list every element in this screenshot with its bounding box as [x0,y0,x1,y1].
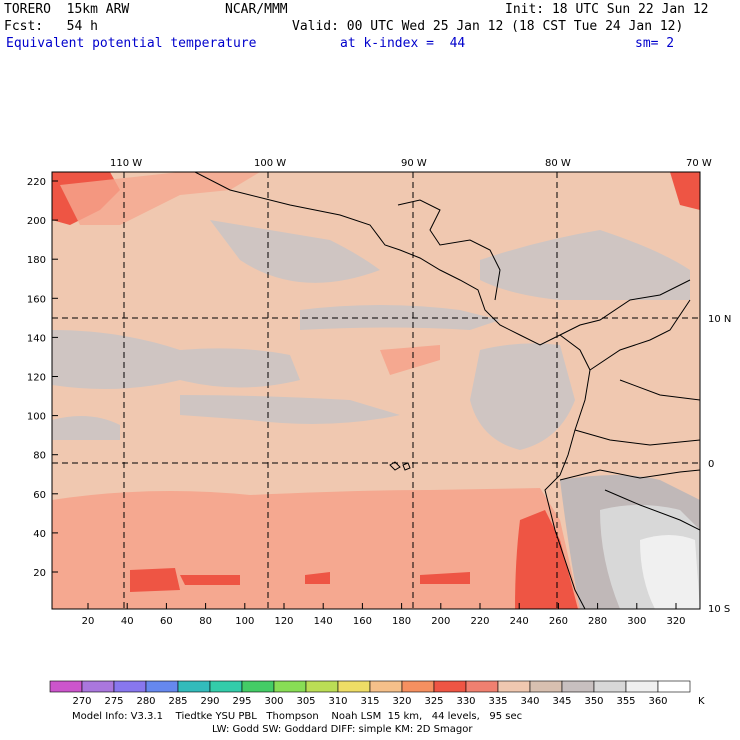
lat-label: 0 [708,459,714,470]
x-tick-label: 280 [588,616,607,627]
lon-label: 80 W [545,158,571,169]
y-tick-label: 60 [33,490,46,501]
lon-label: 70 W [686,158,712,169]
coastlines [194,172,700,609]
legend-swatch [465,680,499,693]
legend-swatch [337,680,371,693]
legend-swatch [177,680,211,693]
legend-level-label: 330 [456,696,475,707]
center-name: NCAR/MMM [225,2,288,17]
lat-label: 10 S [708,604,730,615]
init-time: Init: 18 UTC Sun 22 Jan 12 [505,2,709,17]
x-tick-label: 40 [121,616,134,627]
legend-level-label: 345 [552,696,571,707]
legend-level-label: 310 [328,696,347,707]
legend-level-label: 305 [296,696,315,707]
legend-swatch [529,680,563,693]
x-tick-label: 220 [470,616,489,627]
y-tick-label: 20 [33,568,46,579]
legend-level-label: 335 [488,696,507,707]
lon-label: 100 W [254,158,286,169]
legend-swatch [49,680,83,693]
forecast-hour: Fcst: 54 h [4,19,98,34]
legend-level-label: 315 [360,696,379,707]
y-tick-label: 180 [27,255,46,266]
x-tick-label: 20 [82,616,95,627]
legend-level-label: 320 [392,696,411,707]
legend-level-label: 285 [168,696,187,707]
legend-level-label: 340 [520,696,539,707]
legend-unit: K [698,696,705,707]
legend-swatch [657,680,691,693]
lon-label: 110 W [110,158,142,169]
x-tick-label: 60 [160,616,173,627]
model-title: TORERO 15km ARW [4,2,130,17]
x-tick-label: 300 [627,616,646,627]
legend-swatch [81,680,115,693]
model-info-line1: Model Info: V3.3.1 Tiedtke YSU PBL Thomp… [72,711,523,722]
field-name: Equivalent potential temperature [6,36,257,51]
legend-level-label: 290 [200,696,219,707]
x-tick-label: 180 [392,616,411,627]
graticule [52,172,700,609]
x-tick-label: 240 [510,616,529,627]
legend-level-label: 360 [648,696,667,707]
legend-level-label: 275 [104,696,123,707]
legend-level-label: 280 [136,696,155,707]
model-info-line2: LW: Godd SW: Goddard DIFF: simple KM: 2D… [212,724,473,735]
y-tick-label: 120 [27,373,46,384]
legend-level-label: 325 [424,696,443,707]
legend-swatch [433,680,467,693]
legend-swatch [625,680,659,693]
x-tick-label: 100 [235,616,254,627]
legend-swatch [401,680,435,693]
legend-level-label: 355 [616,696,635,707]
legend-swatch [369,680,403,693]
level-info: at k-index = 44 [340,36,466,51]
legend-swatch [113,680,147,693]
y-tick-label: 160 [27,294,46,305]
smoothing-info: sm= 2 [635,36,675,51]
legend-swatch [241,680,275,693]
legend-swatch [561,680,595,693]
field-shading [52,172,700,609]
x-tick-label: 140 [314,616,333,627]
y-tick-label: 220 [27,177,46,188]
y-tick-label: 100 [27,412,46,423]
legend-swatch [305,680,339,693]
x-tick-label: 160 [353,616,372,627]
legend-swatch [145,680,179,693]
y-tick-label: 140 [27,333,46,344]
y-tick-label: 200 [27,216,46,227]
legend-level-label: 270 [72,696,91,707]
legend-level-label: 350 [584,696,603,707]
x-tick-label: 200 [431,616,450,627]
y-tick-label: 80 [33,451,46,462]
legend-swatch [273,680,307,693]
x-tick-label: 120 [274,616,293,627]
x-tick-label: 320 [666,616,685,627]
legend-level-label: 295 [232,696,251,707]
lon-label: 90 W [401,158,427,169]
lat-label: 10 N [708,314,731,325]
legend-level-label: 300 [264,696,283,707]
valid-time: Valid: 00 UTC Wed 25 Jan 12 (18 CST Tue … [292,19,684,34]
x-tick-label: 260 [549,616,568,627]
map-frame [51,171,701,610]
legend-swatch [209,680,243,693]
legend-swatch [497,680,531,693]
x-tick-label: 80 [199,616,212,627]
color-legend: 270 275 280 285 290 295 300 305 310 315 320 325 330 3… [49,680,691,707]
legend-swatch [593,680,627,693]
y-tick-label: 40 [33,529,46,540]
